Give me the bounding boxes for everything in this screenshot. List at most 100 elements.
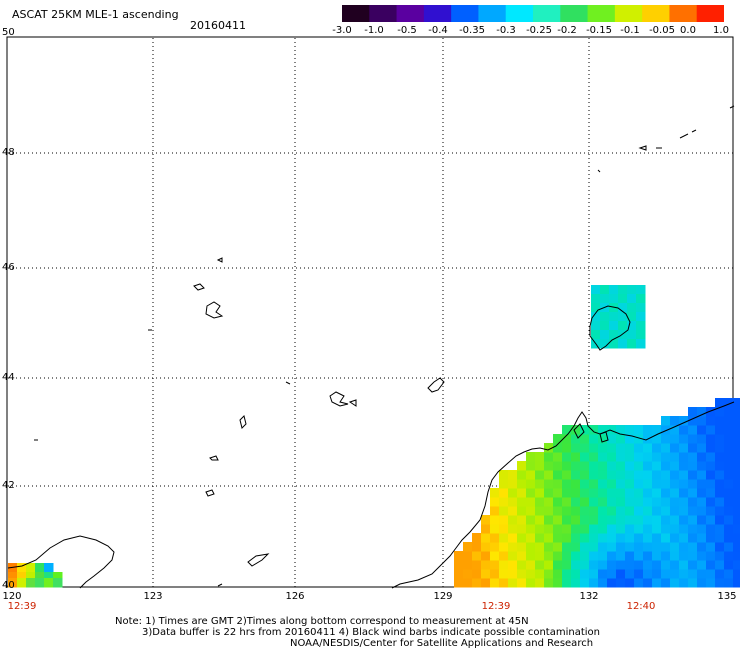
colorbar-swatch [505,5,534,22]
swath-cell [670,452,680,462]
swath-cell [688,470,698,480]
swath-cell [625,452,635,462]
swath-cell [697,569,707,579]
swath-cell [616,443,626,453]
swath-cell [697,533,707,543]
swath-cell [580,479,590,489]
island-outline [193,283,205,291]
swath-cell [627,312,637,322]
lat-label: 42 [2,480,15,491]
swath-cell [526,524,536,534]
swath-cell [706,425,716,435]
swath-cell [652,506,662,516]
swath-cell [661,506,671,516]
swath-cell [636,303,646,313]
swath-cell [580,578,590,588]
swath-cell [715,443,725,453]
swath-cell [571,524,581,534]
swath-cell [634,578,644,588]
swath-cell [589,515,599,525]
swath-cell [553,443,563,453]
swath-cell [591,303,601,313]
colorbar-swatch [696,5,724,22]
swath-cell [44,578,54,588]
island-outline [239,415,247,429]
swath-cell [697,443,707,453]
swath-cell [571,551,581,561]
lat-label: 40 [2,580,15,591]
swath-cell [724,578,734,588]
swath-cell [499,515,509,525]
swath-cell [706,479,716,489]
swath-cell [706,578,716,588]
swath-cell [571,506,581,516]
swath-cell [616,578,626,588]
swath-cell [652,542,662,552]
swath-cell [463,569,473,579]
swath-cell [625,425,635,435]
swath-cell [481,524,491,534]
swath-cell [508,470,518,480]
swath-cell [526,515,536,525]
swath-cell [706,443,716,453]
swath-cell [616,470,626,480]
lat-label: 50 [2,27,15,38]
swath-cell [553,497,563,507]
colorbar-swatch [587,5,616,22]
swath-cell [562,551,572,561]
swath-cell [625,497,635,507]
swath-cell [670,488,680,498]
swath-cell [715,479,725,489]
swath-cell [679,524,689,534]
swath-cell [553,452,563,462]
swath-cell [544,578,554,588]
swath-cell [634,515,644,525]
lat-label: 48 [2,147,15,158]
swath-cell [643,452,653,462]
swath-cell [688,488,698,498]
swath-cell [618,312,628,322]
swath-cell [715,506,725,516]
swath-cell [715,569,725,579]
swath-cell [571,452,581,462]
swath-cell [589,497,599,507]
swath-cell [571,497,581,507]
swath-cell [706,533,716,543]
swath-cell [706,551,716,561]
swath-cell [499,560,509,570]
swath-cell [733,479,740,489]
swath-cell [535,560,545,570]
swath-cell [607,542,617,552]
swath-cell [526,461,536,471]
swath-cell [661,434,671,444]
lon-label: 135 [717,591,737,602]
swath-cell [679,479,689,489]
swath-cell [472,569,482,579]
swath-cell [600,330,610,340]
swath-cell [562,515,572,525]
swath-cell [580,425,590,435]
swath-cell [636,321,646,331]
swath-cell [697,461,707,471]
swath-cell [634,452,644,462]
colorbar-ticks: -3.0 -1.0 -0.5 -0.4 -0.35 -0.3 -0.25 -0.… [330,25,740,39]
swath-cell [535,533,545,543]
swath-cell [472,542,482,552]
swath-cell [625,470,635,480]
swath-cell [652,560,662,570]
swath-cell [634,461,644,471]
swath-cell [643,560,653,570]
swath-cell [598,560,608,570]
swath-cell [616,425,626,435]
swath-cell [544,542,554,552]
time-label: 12:39 [7,601,37,612]
swath-cell [562,425,572,435]
swath-cell [724,506,734,516]
swath-cell [697,560,707,570]
swath-cell [625,479,635,489]
swath-cell [454,569,464,579]
swath-cell [535,479,545,489]
swath-cell [553,533,563,543]
swath-cell [706,524,716,534]
